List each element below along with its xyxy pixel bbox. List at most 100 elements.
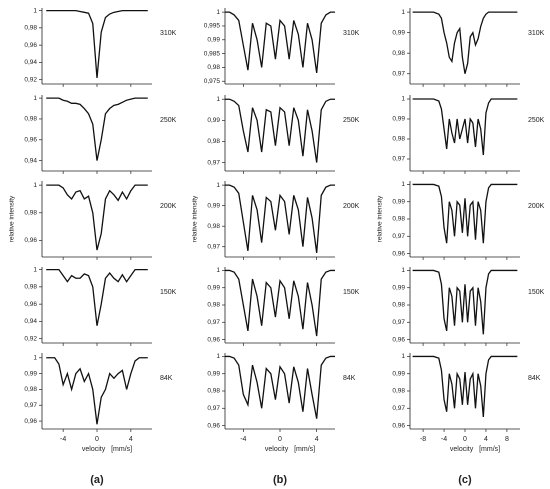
y-tick-label: 0,99: [392, 29, 405, 36]
y-tick-label: 0,98: [392, 136, 405, 143]
x-tick-label: -4: [441, 436, 447, 443]
panel-caption: (b): [273, 474, 287, 486]
y-tick-label: 0,99: [392, 116, 405, 123]
y-tick-label: 0,99: [392, 284, 405, 291]
y-tick-label: 0,97: [392, 70, 405, 77]
temperature-label: 310K: [528, 30, 545, 37]
y-tick-label: 0,96: [392, 422, 405, 429]
y-tick-label: 1: [216, 182, 220, 189]
y-tick-label: 0,98: [24, 210, 37, 217]
y-tick-label: 0,96: [24, 136, 37, 143]
y-tick-label: 0,92: [24, 76, 37, 83]
y-tick-label: 1: [33, 182, 37, 189]
spectrum-line: [225, 184, 335, 253]
temperature-label: 150K: [343, 289, 360, 296]
y-tick-label: 1: [33, 7, 37, 14]
spectrum-line: [412, 98, 518, 156]
y-tick-label: 0,98: [207, 302, 220, 309]
spectrum-line: [46, 184, 148, 251]
y-tick-label: 0,99: [207, 370, 220, 377]
y-tick-label: 1: [401, 181, 405, 188]
y-tick-label: 0,97: [207, 159, 220, 166]
y-tick-label: 0,94: [24, 157, 37, 164]
y-tick-label: 1: [216, 9, 220, 16]
y-axis-label: relative intensity: [9, 195, 16, 242]
y-tick-label: 0,96: [24, 418, 37, 425]
spectrum-line: [412, 269, 518, 335]
y-tick-label: 0,985: [204, 50, 221, 57]
temperature-label: 250K: [528, 117, 545, 124]
spectrum-line: [46, 97, 148, 161]
y-tick-label: 1: [401, 353, 405, 360]
y-axis-label: relative intensity: [377, 195, 384, 242]
y-tick-label: 0,98: [207, 388, 220, 395]
y-tick-label: 1: [216, 96, 220, 103]
y-tick-label: 0,98: [207, 64, 220, 71]
x-axis-label: velocity [mm/s]: [265, 446, 315, 453]
y-tick-label: 1: [33, 354, 37, 361]
temperature-label: 250K: [343, 117, 360, 124]
spectrum-line: [225, 11, 335, 74]
x-tick-label: 4: [315, 436, 319, 443]
y-tick-label: 0,97: [392, 233, 405, 240]
y-tick-label: 0,97: [392, 156, 405, 163]
x-tick-label: -4: [60, 436, 66, 443]
y-tick-label: 0,98: [24, 386, 37, 393]
spectrum-line: [46, 357, 148, 425]
spectrum-line: [225, 98, 335, 163]
temperature-label: 84K: [528, 375, 541, 382]
temperature-label: 310K: [160, 30, 177, 37]
temperature-label: 200K: [528, 203, 545, 210]
spectrum-line: [225, 269, 335, 337]
temperature-label: 150K: [528, 289, 545, 296]
y-tick-label: 0,96: [392, 250, 405, 257]
y-tick-label: 0,96: [392, 336, 405, 343]
y-tick-label: 1: [33, 95, 37, 102]
temperature-label: 310K: [343, 30, 360, 37]
y-tick-label: 0,94: [24, 59, 37, 66]
panel-caption: (a): [90, 474, 104, 486]
spectrum-line: [412, 183, 518, 244]
y-tick-label: 0,975: [204, 78, 221, 85]
y-tick-label: 0,97: [392, 405, 405, 412]
y-tick-label: 0,98: [207, 223, 220, 230]
y-tick-label: 0,99: [24, 370, 37, 377]
y-tick-label: 0,98: [24, 284, 37, 291]
y-axis-label: relative intensity: [192, 195, 199, 242]
temperature-label: 250K: [160, 117, 177, 124]
y-tick-label: 0,94: [24, 318, 37, 325]
y-tick-label: 0,97: [24, 402, 37, 409]
y-tick-label: 0,97: [392, 319, 405, 326]
spectrum-line: [46, 9, 148, 79]
y-tick-label: 0,98: [392, 388, 405, 395]
spectrum-line: [46, 268, 148, 326]
y-tick-label: 0,97: [207, 405, 220, 412]
y-tick-label: 0,96: [24, 42, 37, 49]
x-tick-label: 0: [95, 436, 99, 443]
x-tick-label: 4: [484, 436, 488, 443]
y-tick-label: 0,99: [207, 37, 220, 44]
y-tick-label: 1: [401, 267, 405, 274]
spectrum-line: [412, 11, 518, 74]
y-tick-label: 0,99: [207, 117, 220, 124]
y-tick-label: 0,97: [207, 243, 220, 250]
y-tick-label: 0,92: [24, 335, 37, 342]
y-tick-label: 0,98: [24, 25, 37, 32]
x-tick-label: 8: [505, 436, 509, 443]
y-tick-label: 0,98: [392, 302, 405, 309]
temperature-label: 84K: [160, 375, 173, 382]
y-tick-label: 0,99: [207, 202, 220, 209]
y-tick-label: 0,96: [24, 237, 37, 244]
x-tick-label: -8: [420, 436, 426, 443]
y-tick-label: 0,98: [392, 50, 405, 57]
x-axis-label: velocity [mm/s]: [82, 446, 132, 453]
y-tick-label: 1: [216, 353, 220, 360]
temperature-label: 200K: [160, 203, 177, 210]
y-tick-label: 0,98: [392, 216, 405, 223]
spectrum-line: [225, 355, 335, 419]
x-tick-label: 0: [463, 436, 467, 443]
panel-caption: (c): [458, 474, 472, 486]
temperature-label: 200K: [343, 203, 360, 210]
y-tick-label: 0,99: [392, 370, 405, 377]
